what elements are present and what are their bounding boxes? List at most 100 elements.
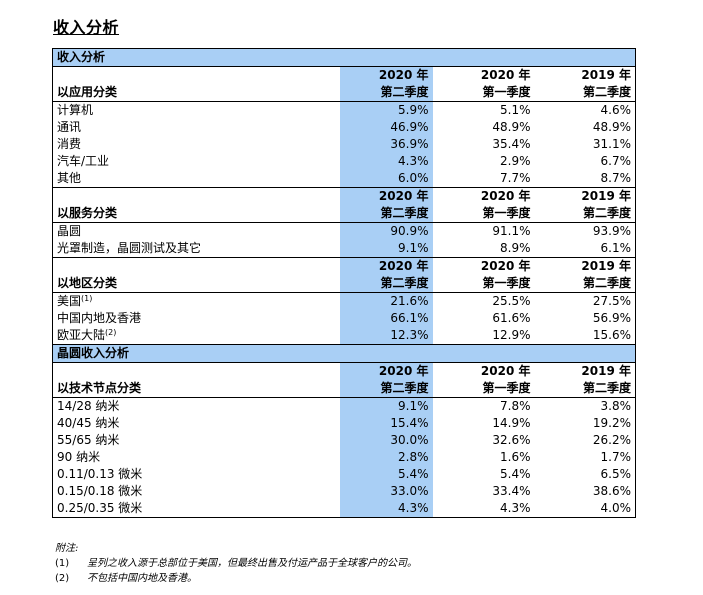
row-label-text: 0.11/0.13 微米 <box>57 467 143 481</box>
column-header-year-row: 2020 年 2020 年 2019 年 <box>53 362 636 381</box>
row-label-text: 计算机 <box>57 103 94 117</box>
column-header-year-row: 2020 年 2020 年 2019 年 <box>53 257 636 276</box>
row-label: 90 纳米 <box>53 449 340 466</box>
row-label: 计算机 <box>53 102 340 120</box>
column-header-year: 2020 年 <box>339 257 433 275</box>
row-label: 汽车/工业 <box>53 153 340 170</box>
column-header-quarter: 第二季度 <box>534 275 636 293</box>
header-spacer <box>53 67 340 85</box>
cell-value: 91.1% <box>492 224 531 238</box>
row-label: 0.15/0.18 微米 <box>53 483 340 500</box>
row-label-text: 晶圆 <box>57 224 82 238</box>
footnote-key: (1) <box>55 558 70 569</box>
table-row: 90 纳米 2.8% 1.6% 1.7% <box>53 449 636 466</box>
cell-value: 6.5% <box>600 467 632 481</box>
cell-value: 30.0% <box>339 432 433 449</box>
row-label: 光罩制造，晶圆测试及其它 <box>52 240 340 258</box>
section-header-revenue-label: 收入分析 <box>52 48 636 67</box>
footnote-marker: (1) <box>81 294 93 303</box>
cell-value: 4.3% <box>500 501 531 515</box>
column-header-year-row: 2020 年 2020 年 2019 年 <box>53 187 636 206</box>
cell-value: 33.0% <box>339 483 433 500</box>
column-header-year: 2020 年 <box>480 364 531 378</box>
row-label-text: 55/65 纳米 <box>57 433 120 447</box>
table-row: 通讯 46.9% 48.9% 48.9% <box>53 119 636 136</box>
cell-value: 8.9% <box>432 240 535 258</box>
table-row: 其他 6.0% 7.7% 8.7% <box>52 170 636 188</box>
cell-value: 6.1% <box>534 240 636 258</box>
header-spacer <box>53 363 340 381</box>
row-label-text: 其他 <box>57 171 82 185</box>
cell-value: 4.3% <box>339 153 433 170</box>
cell-value: 3.8% <box>600 399 632 413</box>
cell-value: 5.4% <box>339 466 433 483</box>
column-header-quarter: 第一季度 <box>432 275 535 293</box>
table-row: 消费 36.9% 35.4% 31.1% <box>53 136 636 153</box>
row-label: 晶圆 <box>53 223 340 241</box>
cell-value: 5.4% <box>500 467 531 481</box>
footnotes-heading: 附注: <box>55 543 79 554</box>
row-label-text: 通讯 <box>57 120 82 134</box>
column-header-year: 2020 年 <box>480 259 531 273</box>
row-label: 14/28 纳米 <box>53 398 340 416</box>
cell-value: 8.7% <box>534 170 636 188</box>
cell-value: 15.6% <box>534 327 636 345</box>
row-label-text: 14/28 纳米 <box>57 399 120 413</box>
row-label: 中国内地及香港 <box>53 310 340 327</box>
cell-value: 4.3% <box>339 500 433 518</box>
cell-value: 90.9% <box>339 222 433 240</box>
column-header-year: 2019 年 <box>581 259 631 273</box>
column-header-year: 2020 年 <box>339 66 433 84</box>
cell-value: 33.4% <box>492 484 531 498</box>
cell-value: 2.9% <box>500 154 531 168</box>
cell-value: 9.1% <box>339 397 433 415</box>
cell-value: 26.2% <box>592 433 631 447</box>
row-label-text: 90 纳米 <box>57 450 101 464</box>
cell-value: 27.5% <box>592 294 631 308</box>
column-header-year-row: 2020 年 2020 年 2019 年 <box>53 66 636 85</box>
cell-value: 15.4% <box>339 415 433 432</box>
group-label: 以服务分类 <box>52 205 340 223</box>
footnote-1: (1) 呈列之收入源于总部位于美国，但最终出售及付运产品于全球客户的公司。 <box>55 556 417 571</box>
column-header-quarter-row: 以地区分类 第二季度 第一季度 第二季度 <box>52 275 636 293</box>
cell-value: 7.7% <box>432 170 535 188</box>
cell-value: 2.8% <box>339 449 433 466</box>
table-row: 14/28 纳米 9.1% 7.8% 3.8% <box>53 397 636 416</box>
row-label-text: 消费 <box>57 137 82 151</box>
row-label: 0.11/0.13 微米 <box>53 466 340 483</box>
row-label: 美国(1) <box>53 293 340 311</box>
table-row: 0.25/0.35 微米 4.3% 4.3% 4.0% <box>53 500 636 518</box>
column-header-quarter: 第一季度 <box>432 380 535 398</box>
column-header-quarter: 第一季度 <box>432 205 535 223</box>
cell-value: 48.9% <box>492 120 531 134</box>
cell-value: 48.9% <box>592 120 631 134</box>
cell-value: 36.9% <box>339 136 433 153</box>
cell-value: 93.9% <box>592 224 631 238</box>
row-label: 40/45 纳米 <box>53 415 340 432</box>
cell-value: 46.9% <box>339 119 433 136</box>
cell-value: 1.7% <box>600 450 632 464</box>
section-header-wafer: 晶圆收入分析 <box>52 344 636 363</box>
revenue-analysis-table: 收入分析 2020 年 2020 年 2019 年以应用分类 第二季度 第一季度 第二季度计… <box>52 48 636 518</box>
cell-value: 56.9% <box>592 311 631 325</box>
header-spacer <box>53 258 340 276</box>
section-header-wafer-label: 晶圆收入分析 <box>52 344 636 363</box>
column-header-quarter: 第二季度 <box>339 84 433 102</box>
header-spacer <box>53 188 340 206</box>
column-header-year: 2020 年 <box>480 189 531 203</box>
table-row: 汽车/工业 4.3% 2.9% 6.7% <box>53 153 636 170</box>
column-header-year: 2020 年 <box>339 187 433 205</box>
cell-value: 7.8% <box>500 399 531 413</box>
row-label-text: 40/45 纳米 <box>57 416 120 430</box>
table-row: 0.15/0.18 微米 33.0% 33.4% 38.6% <box>53 483 636 500</box>
table-row: 计算机 5.9% 5.1% 4.6% <box>53 101 636 120</box>
footnote-text: 不包括中国内地及香港。 <box>87 573 197 584</box>
cell-value: 38.6% <box>592 484 631 498</box>
row-label: 消费 <box>53 136 340 153</box>
row-label: 0.25/0.35 微米 <box>53 500 340 518</box>
column-header-year: 2019 年 <box>581 364 631 378</box>
table-row: 55/65 纳米 30.0% 32.6% 26.2% <box>53 432 636 449</box>
row-label-text: 欧亚大陆 <box>57 328 106 342</box>
cell-value: 61.6% <box>492 311 531 325</box>
column-header-quarter: 第二季度 <box>339 275 433 293</box>
